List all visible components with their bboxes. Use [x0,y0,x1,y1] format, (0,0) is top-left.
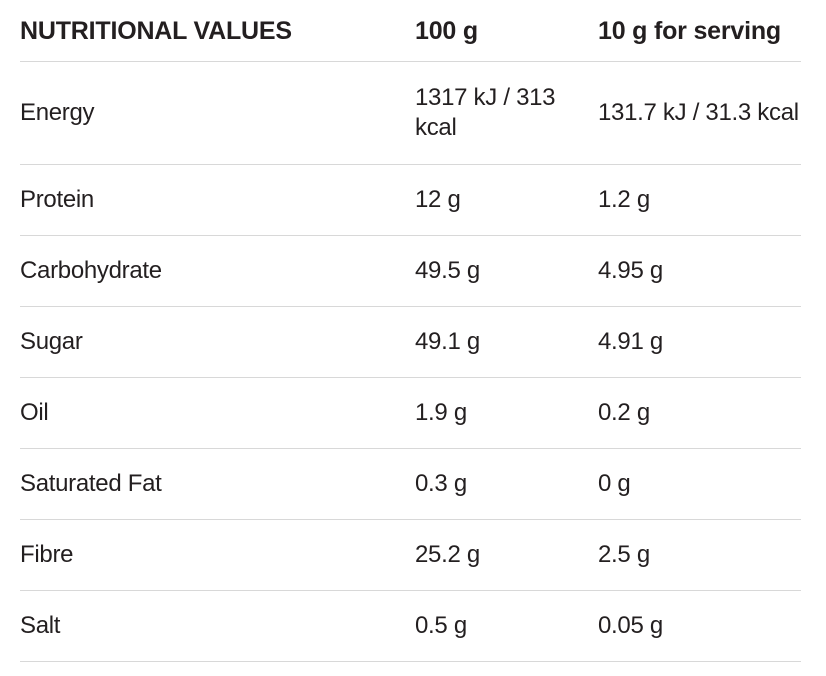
table-row-saturated-fat: Saturated Fat 0.3 g 0 g [20,449,801,520]
row-value-100g: 12 g [415,186,461,213]
nutrition-table: NUTRITIONAL VALUES 100 g 10 g for servin… [20,0,801,662]
row-value-100g: 1.9 g [415,399,467,426]
row-value-100g: 0.3 g [415,470,467,497]
row-value-serving: 4.91 g [598,328,663,355]
row-value-100g: 25.2 g [415,541,480,568]
row-value-serving: 0.05 g [598,612,663,639]
column-header-100g: 100 g [415,16,478,45]
row-value-100g: 49.1 g [415,328,480,355]
row-label: Carbohydrate [20,257,162,284]
row-label: Saturated Fat [20,470,162,497]
table-row-carbohydrate: Carbohydrate 49.5 g 4.95 g [20,236,801,307]
row-label: Energy [20,99,95,126]
row-value-serving: 0.2 g [598,399,650,426]
row-label: Salt [20,612,61,639]
row-label: Oil [20,399,49,426]
row-value-100g: 1317 kJ / 313 kcal [415,84,556,141]
table-row-oil: Oil 1.9 g 0.2 g [20,378,801,449]
table-row-protein: Protein 12 g 1.2 g [20,165,801,236]
row-value-100g: 0.5 g [415,612,467,639]
table-row-salt: Salt 0.5 g 0.05 g [20,591,801,662]
row-value-serving: 0 g [598,470,631,497]
row-value-100g: 49.5 g [415,257,480,284]
row-value-serving: 4.95 g [598,257,663,284]
row-value-serving: 2.5 g [598,541,650,568]
row-value-serving: 1.2 g [598,186,650,213]
row-value-serving: 131.7 kJ / 31.3 kcal [598,99,799,126]
table-row-fibre: Fibre 25.2 g 2.5 g [20,520,801,591]
row-label: Fibre [20,541,74,568]
column-header-nutritional-values: NUTRITIONAL VALUES [20,16,292,45]
row-label: Sugar [20,328,83,355]
row-label: Protein [20,186,94,213]
table-header-row: NUTRITIONAL VALUES 100 g 10 g for servin… [20,0,801,62]
table-row-energy: Energy 1317 kJ / 313 kcal 131.7 kJ / 31.… [20,62,801,165]
table-row-sugar: Sugar 49.1 g 4.91 g [20,307,801,378]
column-header-10g-serving: 10 g for serving [598,16,781,45]
